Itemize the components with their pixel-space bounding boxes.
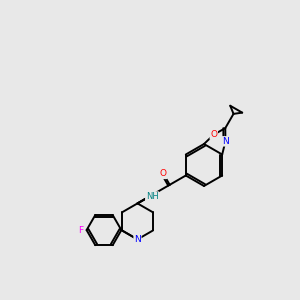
Text: F: F <box>78 226 83 235</box>
Text: N: N <box>222 137 229 146</box>
Text: O: O <box>160 169 167 178</box>
Text: O: O <box>210 130 217 139</box>
Text: NH: NH <box>146 192 158 201</box>
Text: N: N <box>134 235 141 244</box>
